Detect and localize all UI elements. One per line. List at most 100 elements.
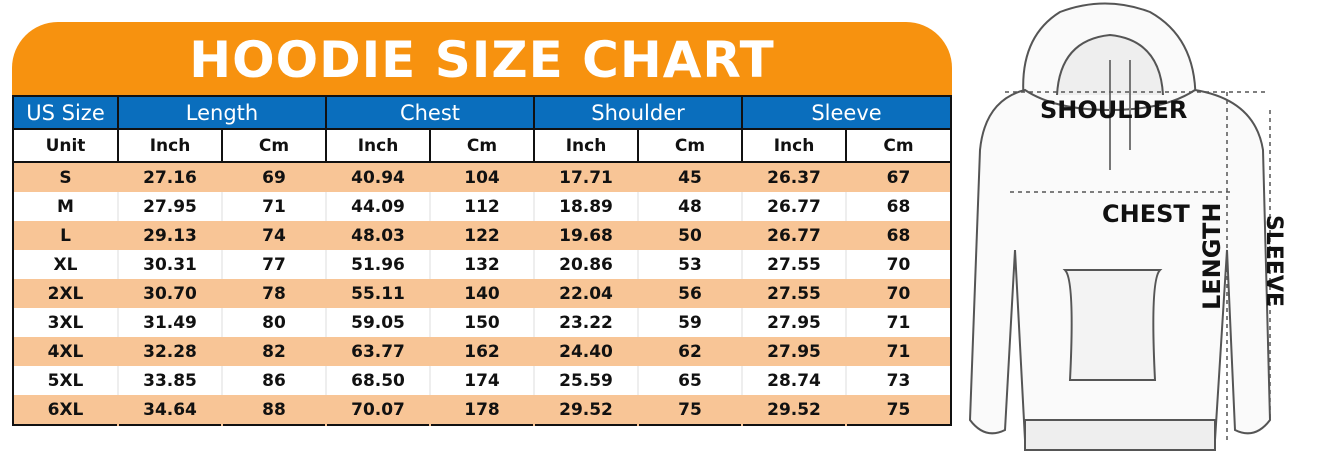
size-table: US Size Length Chest Shoulder Sleeve Uni… xyxy=(12,95,952,426)
cell-length-cm: 74 xyxy=(221,221,326,250)
cell-chest-inch: 55.11 xyxy=(325,279,430,308)
cell-chest-cm: 122 xyxy=(429,221,534,250)
cell-shoulder-inch: 25.59 xyxy=(533,366,638,395)
cell-sleeve-inch: 27.55 xyxy=(741,250,846,279)
cell-shoulder-cm: 45 xyxy=(637,162,742,192)
cell-sleeve-cm: 67 xyxy=(845,162,951,192)
cell-length-cm: 82 xyxy=(221,337,326,366)
cell-sleeve-inch: 26.77 xyxy=(741,221,846,250)
cell-length-cm: 78 xyxy=(221,279,326,308)
cell-sleeve-inch: 26.37 xyxy=(741,162,846,192)
cell-chest-cm: 112 xyxy=(429,192,534,221)
cell-size: 3XL xyxy=(13,308,118,337)
cell-shoulder-cm: 53 xyxy=(637,250,742,279)
cell-sleeve-cm: 71 xyxy=(845,308,951,337)
cell-chest-inch: 63.77 xyxy=(325,337,430,366)
chest-label: CHEST xyxy=(1102,200,1190,228)
cell-chest-cm: 162 xyxy=(429,337,534,366)
cell-shoulder-inch: 19.68 xyxy=(533,221,638,250)
cell-size: 2XL xyxy=(13,279,118,308)
length-label: LENGTH xyxy=(1198,202,1226,310)
table-row: S 27.16 69 40.94 104 17.71 45 26.37 67 xyxy=(13,162,951,192)
shoulder-header: Shoulder xyxy=(533,95,743,130)
cell-sleeve-inch: 27.95 xyxy=(741,308,846,337)
cell-length-inch: 32.28 xyxy=(117,337,222,366)
chart-title: HOODIE SIZE CHART xyxy=(189,31,775,89)
sleeve-header: Sleeve xyxy=(741,95,952,130)
cell-length-inch: 34.64 xyxy=(117,395,222,425)
cell-length-inch: 27.95 xyxy=(117,192,222,221)
cell-length-cm: 71 xyxy=(221,192,326,221)
unit-header-row: Unit Inch Cm Inch Cm Inch Cm Inch Cm xyxy=(12,128,952,163)
cell-chest-inch: 44.09 xyxy=(325,192,430,221)
cell-length-inch: 27.16 xyxy=(117,162,222,192)
cell-sleeve-inch: 26.77 xyxy=(741,192,846,221)
cell-shoulder-cm: 65 xyxy=(637,366,742,395)
cell-length-cm: 69 xyxy=(221,162,326,192)
cell-shoulder-cm: 75 xyxy=(637,395,742,425)
cell-length-cm: 86 xyxy=(221,366,326,395)
cell-size: M xyxy=(13,192,118,221)
hoodie-diagram: SHOULDER CHEST LENGTH SLEEVE xyxy=(968,2,1286,451)
cell-chest-cm: 174 xyxy=(429,366,534,395)
cell-sleeve-cm: 70 xyxy=(845,279,951,308)
cell-sleeve-inch: 28.74 xyxy=(741,366,846,395)
cell-length-inch: 30.31 xyxy=(117,250,222,279)
table-row: 3XL 31.49 80 59.05 150 23.22 59 27.95 71 xyxy=(13,308,951,337)
unit-inch: Inch xyxy=(325,128,431,163)
cell-sleeve-cm: 70 xyxy=(845,250,951,279)
unit-cm: Cm xyxy=(429,128,535,163)
cell-chest-cm: 140 xyxy=(429,279,534,308)
cell-shoulder-cm: 50 xyxy=(637,221,742,250)
unit-cm: Cm xyxy=(637,128,743,163)
cell-size: 5XL xyxy=(13,366,118,395)
cell-shoulder-inch: 17.71 xyxy=(533,162,638,192)
cell-length-cm: 77 xyxy=(221,250,326,279)
sleeve-label: SLEEVE xyxy=(1261,215,1286,307)
cell-chest-inch: 59.05 xyxy=(325,308,430,337)
cell-sleeve-inch: 27.95 xyxy=(741,337,846,366)
cell-length-inch: 29.13 xyxy=(117,221,222,250)
cell-sleeve-cm: 73 xyxy=(845,366,951,395)
length-header: Length xyxy=(117,95,327,130)
cell-chest-inch: 68.50 xyxy=(325,366,430,395)
us-size-header: US Size xyxy=(12,95,119,130)
cell-chest-cm: 104 xyxy=(429,162,534,192)
hoodie-outline-icon xyxy=(968,2,1272,451)
cell-sleeve-cm: 71 xyxy=(845,337,951,366)
cell-sleeve-cm: 68 xyxy=(845,221,951,250)
cell-chest-inch: 51.96 xyxy=(325,250,430,279)
table-body: S 27.16 69 40.94 104 17.71 45 26.37 67 M 27.95 71 44… xyxy=(13,162,951,425)
cell-size: 4XL xyxy=(13,337,118,366)
cell-chest-cm: 178 xyxy=(429,395,534,425)
cell-shoulder-inch: 23.22 xyxy=(533,308,638,337)
unit-inch: Inch xyxy=(533,128,639,163)
cell-size: 6XL xyxy=(13,395,118,425)
table-row: XL 30.31 77 51.96 132 20.86 53 27.55 70 xyxy=(13,250,951,279)
cell-sleeve-cm: 68 xyxy=(845,192,951,221)
table-row: M 27.95 71 44.09 112 18.89 48 26.77 68 xyxy=(13,192,951,221)
cell-length-inch: 33.85 xyxy=(117,366,222,395)
cell-sleeve-inch: 27.55 xyxy=(741,279,846,308)
cell-chest-inch: 40.94 xyxy=(325,162,430,192)
cell-shoulder-inch: 29.52 xyxy=(533,395,638,425)
chest-header: Chest xyxy=(325,95,535,130)
cell-shoulder-cm: 62 xyxy=(637,337,742,366)
cell-sleeve-inch: 29.52 xyxy=(741,395,846,425)
cell-chest-cm: 132 xyxy=(429,250,534,279)
cell-length-inch: 30.70 xyxy=(117,279,222,308)
cell-sleeve-cm: 75 xyxy=(845,395,951,425)
cell-size: XL xyxy=(13,250,118,279)
unit-inch: Inch xyxy=(117,128,223,163)
group-header-row: US Size Length Chest Shoulder Sleeve xyxy=(12,95,952,130)
shoulder-label: SHOULDER xyxy=(1040,96,1187,124)
table-row: 5XL 33.85 86 68.50 174 25.59 65 28.74 73 xyxy=(13,366,951,395)
table-row: 4XL 32.28 82 63.77 162 24.40 62 27.95 71 xyxy=(13,337,951,366)
cell-length-cm: 80 xyxy=(221,308,326,337)
table-row: 6XL 34.64 88 70.07 178 29.52 75 29.52 75 xyxy=(13,395,951,425)
cell-shoulder-cm: 59 xyxy=(637,308,742,337)
cell-shoulder-cm: 48 xyxy=(637,192,742,221)
cell-shoulder-cm: 56 xyxy=(637,279,742,308)
table-row: L 29.13 74 48.03 122 19.68 50 26.77 68 xyxy=(13,221,951,250)
cell-size: S xyxy=(13,162,118,192)
